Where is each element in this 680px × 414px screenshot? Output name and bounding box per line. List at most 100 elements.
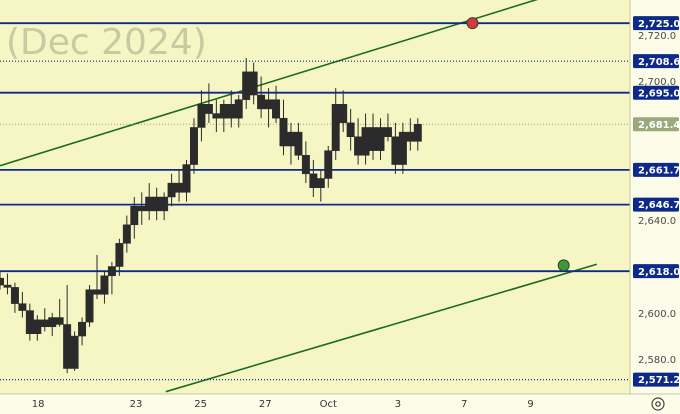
candle-body [324,150,333,179]
y-tick-label: 2,580.0 [638,355,676,366]
x-tick-label: 27 [259,399,272,410]
candle-body [286,131,295,147]
level-label-box [633,264,679,279]
candle-body [0,277,4,286]
candle-body [257,94,266,110]
candle-body [204,104,213,114]
settings-button[interactable] [651,397,665,411]
candle-body [137,206,146,212]
candle-body [160,196,169,212]
candle-body [331,104,340,151]
current-price-value: 2,681.4 [638,120,680,131]
current-price-box [633,117,679,132]
candle-body [361,127,370,156]
candle-body [301,155,310,175]
y-tick-label: 2,640.0 [638,216,676,227]
x-tick-label: 7 [461,399,467,410]
level-label-box [633,197,679,212]
candle-body [316,178,325,188]
candle-body [130,206,139,226]
plot-area[interactable] [0,0,630,394]
x-tick-labels: 18 23 25 27 Oct 3 7 9 [32,399,534,410]
channel-line-upper [0,0,539,167]
candle-body [182,164,191,193]
candle-body [294,131,303,156]
candle-body [413,123,422,142]
candle-body [70,335,79,369]
candle-body [339,104,348,124]
channel-marker-lower [557,259,570,272]
current-price-label: 2,681.4 [633,117,680,132]
candle-body [3,284,12,288]
candle-body [212,113,221,119]
candle-body [115,243,124,267]
candle-body [249,71,258,96]
candle-body [175,182,184,193]
candle-body [55,317,64,325]
candle-body [369,127,378,151]
time-axis[interactable] [0,394,680,414]
level-label-box [633,85,679,100]
candle-body [48,317,57,328]
level-label: 2,708.6 [638,57,680,68]
candle-body [264,99,273,110]
level-label: 2,618.0 [638,267,680,278]
candle-body [93,289,101,295]
candle-body [85,289,94,323]
candle-body [383,127,392,137]
candle-body [354,136,363,156]
candle-body [78,321,87,337]
candle-body [107,266,116,277]
candle-body [242,71,251,100]
candle-body [100,275,109,295]
y-tick-label: 2,600.0 [638,309,676,320]
candle-body [272,99,281,119]
channel-marker-upper [466,17,479,30]
level-label: 2,661.7 [638,165,680,176]
candle-body [10,287,19,304]
candle-body [25,310,34,334]
x-tick-label: 9 [527,399,533,410]
level-label: 2,725.0 [638,19,680,30]
channel-line-lower [165,263,598,393]
x-tick-label: 18 [32,399,45,410]
x-tick-label: 25 [194,399,207,410]
x-tick-label: 23 [130,399,143,410]
candle-body [63,324,72,369]
candle-body [406,131,415,142]
level-label-box [633,54,679,69]
candle-body [279,117,288,147]
candle-body [197,104,206,128]
candle-body [227,104,236,119]
candle-body [376,127,385,151]
candle-body [346,122,355,137]
candle-body [152,196,161,212]
candle-body [122,224,131,244]
candles [0,57,422,374]
level-label-box [633,16,679,31]
candle-body [145,196,154,212]
level-label: 2,646.7 [638,200,680,211]
candle-body [309,173,318,188]
level-label: 2,571.2 [638,375,680,386]
level-labels: 2,725.0 2,708.6 2,695.0 2,661.7 2,646.7 2,618… [633,16,680,387]
candle-body [33,319,42,334]
candle-body [189,127,198,165]
level-lines [0,22,630,381]
level-label-box [633,372,679,387]
candle-body [167,182,176,198]
channel-markers [466,17,570,272]
candle-body [18,303,27,311]
candle-body [219,104,228,119]
level-label: 2,695.0 [638,88,680,99]
y-tick-label: 2,700.0 [638,77,676,88]
candle-body [391,136,400,165]
candle-body [398,131,407,165]
x-tick-label: Oct [320,399,337,410]
candle-body [234,99,243,119]
gear-icon-center [655,401,661,407]
watermark-text: (Dec 2024) [6,22,207,63]
y-tick-label: 2,720.0 [638,31,676,42]
